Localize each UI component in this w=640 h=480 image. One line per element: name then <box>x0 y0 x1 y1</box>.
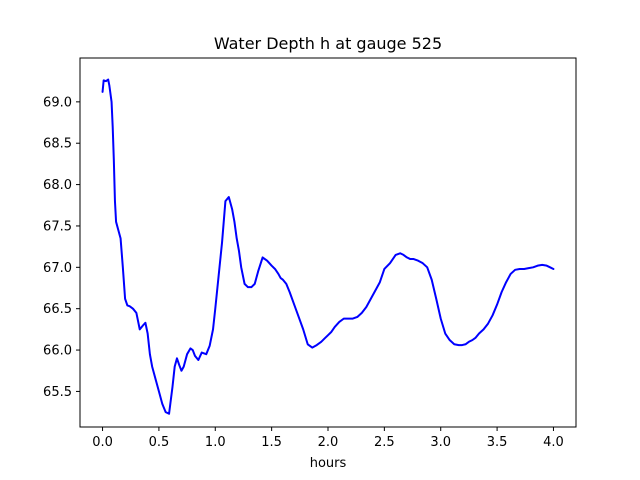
y-tick-label: 68.5 <box>43 137 72 152</box>
y-axis: 65.5 66.0 66.5 67.0 67.5 68.0 68.5 69.0 <box>43 95 80 400</box>
x-tick-label: 1.5 <box>261 435 282 450</box>
x-tick-label: 2.5 <box>374 435 395 450</box>
y-tick-label: 67.5 <box>43 219 72 234</box>
x-tick-label: 0.5 <box>149 435 170 450</box>
chart-title: Water Depth h at gauge 525 <box>214 34 442 53</box>
y-tick-label: 65.5 <box>43 385 72 400</box>
series-line <box>101 78 555 415</box>
y-tick-label: 67.0 <box>43 261 72 276</box>
x-axis-label: hours <box>310 456 347 471</box>
x-tick-label: 3.0 <box>430 435 451 450</box>
x-tick-label: 3.5 <box>487 435 508 450</box>
y-tick-label: 66.0 <box>43 344 72 359</box>
y-tick-label: 68.0 <box>43 178 72 193</box>
y-tick-label: 66.5 <box>43 302 72 317</box>
x-tick-label: 1.0 <box>205 435 226 450</box>
y-tick-label: 69.0 <box>43 95 72 110</box>
x-axis: 0.0 0.5 1.0 1.5 2.0 2.5 3.0 3.5 4.0 <box>92 427 564 450</box>
x-tick-label: 0.0 <box>92 435 113 450</box>
x-tick-label: 4.0 <box>543 435 564 450</box>
plot-area <box>101 78 555 415</box>
x-tick-label: 2.0 <box>318 435 339 450</box>
